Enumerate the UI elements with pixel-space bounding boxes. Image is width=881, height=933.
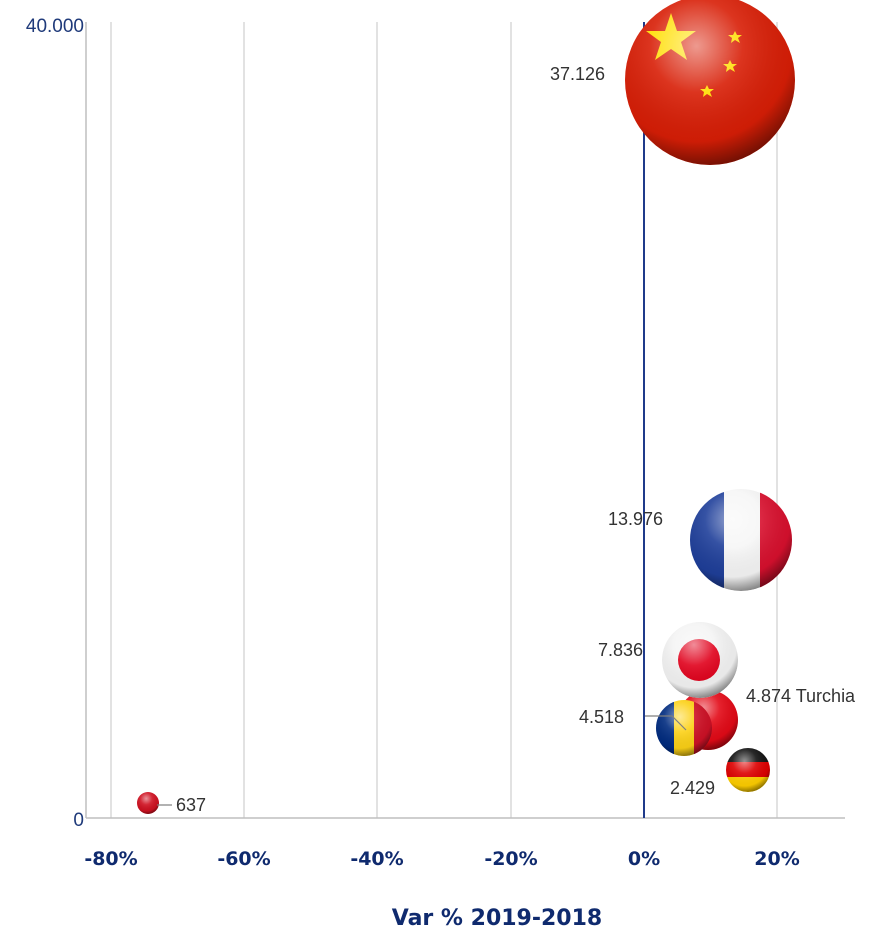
data-label: 637 (176, 795, 206, 815)
data-label: 4.518 (579, 707, 624, 727)
france-bubble (690, 489, 792, 591)
data-label: 37.126 (550, 64, 605, 84)
y-tick-label: 40.000 (26, 16, 84, 37)
y-tick-label: 0 (73, 810, 84, 831)
japan-bubble (662, 622, 738, 698)
x-tick-label: -40% (350, 848, 403, 870)
x-tick-label: 20% (754, 848, 799, 870)
x-axis-title: Var % 2019-2018 (392, 906, 602, 931)
leader-line (645, 715, 687, 731)
x-tick-label: -60% (217, 848, 270, 870)
grid (110, 22, 778, 818)
data-labels: 37.126 13.976 7.836 4.874 Turchia 4.518 … (176, 64, 856, 815)
data-label: 13.976 (608, 509, 663, 529)
data-label: 4.874 Turchia (746, 686, 856, 706)
x-tick-label: -80% (84, 848, 137, 870)
leader-lines (157, 715, 687, 806)
bubbles (137, 0, 795, 814)
x-tick-label: 0% (628, 848, 660, 870)
red-bubble (137, 792, 159, 814)
x-tick-label: -20% (484, 848, 537, 870)
germany-bubble (726, 748, 770, 792)
x-tick-labels: -80% -60% -40% -20% 0% 20% (84, 848, 799, 870)
data-label: 7.836 (598, 640, 643, 660)
china-bubble (625, 0, 795, 165)
data-label: 2.429 (670, 778, 715, 798)
